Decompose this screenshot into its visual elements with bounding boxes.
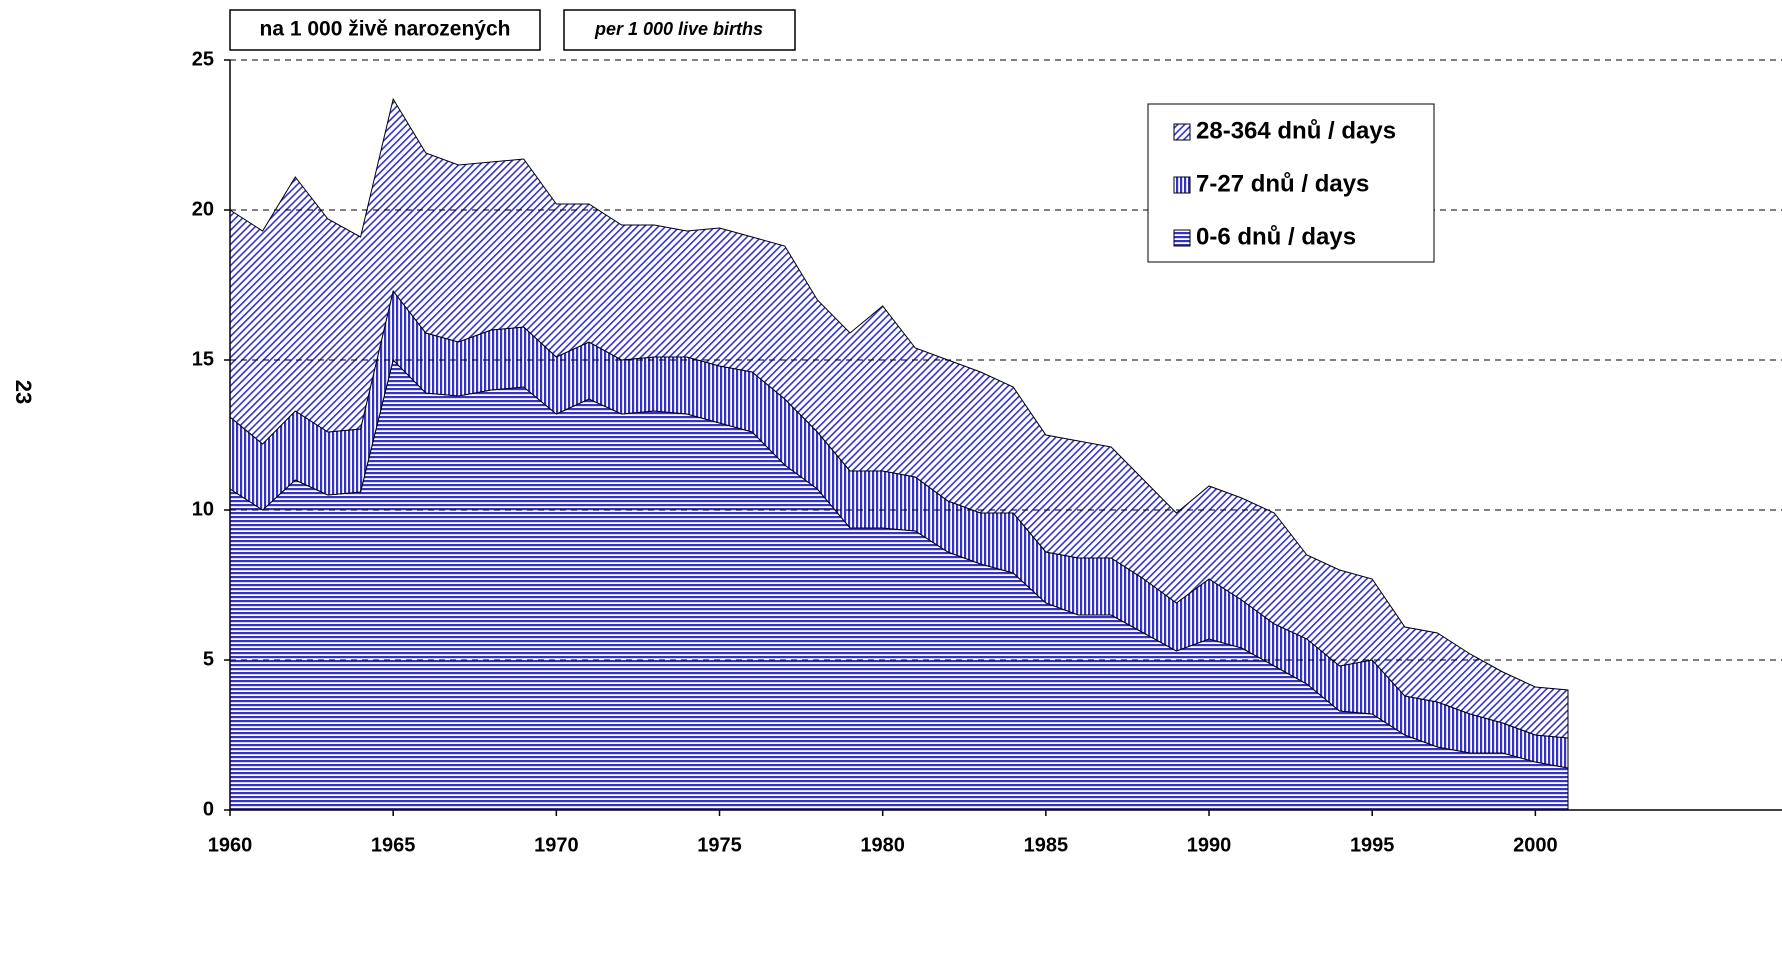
legend-swatch bbox=[1173, 229, 1191, 247]
units-en: per 1 000 live births bbox=[594, 19, 763, 39]
y-tick-label: 10 bbox=[192, 498, 214, 520]
x-tick-label: 1995 bbox=[1350, 834, 1395, 856]
x-tick-label: 1990 bbox=[1187, 834, 1232, 856]
areas bbox=[229, 97, 1569, 811]
page-number: 23 bbox=[11, 380, 36, 404]
legend-label: 28-364 dnů / days bbox=[1196, 117, 1396, 144]
y-tick-label: 15 bbox=[192, 348, 214, 370]
legend: 28-364 dnů / days 7-27 dnů / days 0-6 dnů … bbox=[1147, 103, 1435, 263]
x-tick-label: 1965 bbox=[371, 834, 416, 856]
y-tick-label: 0 bbox=[203, 798, 214, 820]
legend-label: 7-27 dnů / days bbox=[1196, 170, 1369, 197]
y-tick-label: 5 bbox=[203, 648, 214, 670]
area bbox=[229, 97, 1569, 739]
y-tick-label: 20 bbox=[192, 198, 214, 220]
x-tick-label: 2000 bbox=[1513, 834, 1558, 856]
legend-label: 0-6 dnů / days bbox=[1196, 223, 1356, 250]
x-tick-label: 1960 bbox=[208, 834, 253, 856]
units-cz: na 1 000 živě narozených bbox=[260, 18, 511, 41]
units-box bbox=[563, 9, 796, 51]
units-box bbox=[229, 9, 541, 51]
x-tick-label: 1980 bbox=[860, 834, 905, 856]
x-tick-label: 1970 bbox=[534, 834, 579, 856]
legend-box bbox=[1147, 103, 1435, 263]
y-tick-label: 25 bbox=[192, 48, 214, 70]
x-tick-label: 1975 bbox=[697, 834, 742, 856]
x-tick-label: 1985 bbox=[1024, 834, 1069, 856]
legend-swatch bbox=[1173, 176, 1191, 194]
legend-swatch bbox=[1173, 123, 1191, 141]
